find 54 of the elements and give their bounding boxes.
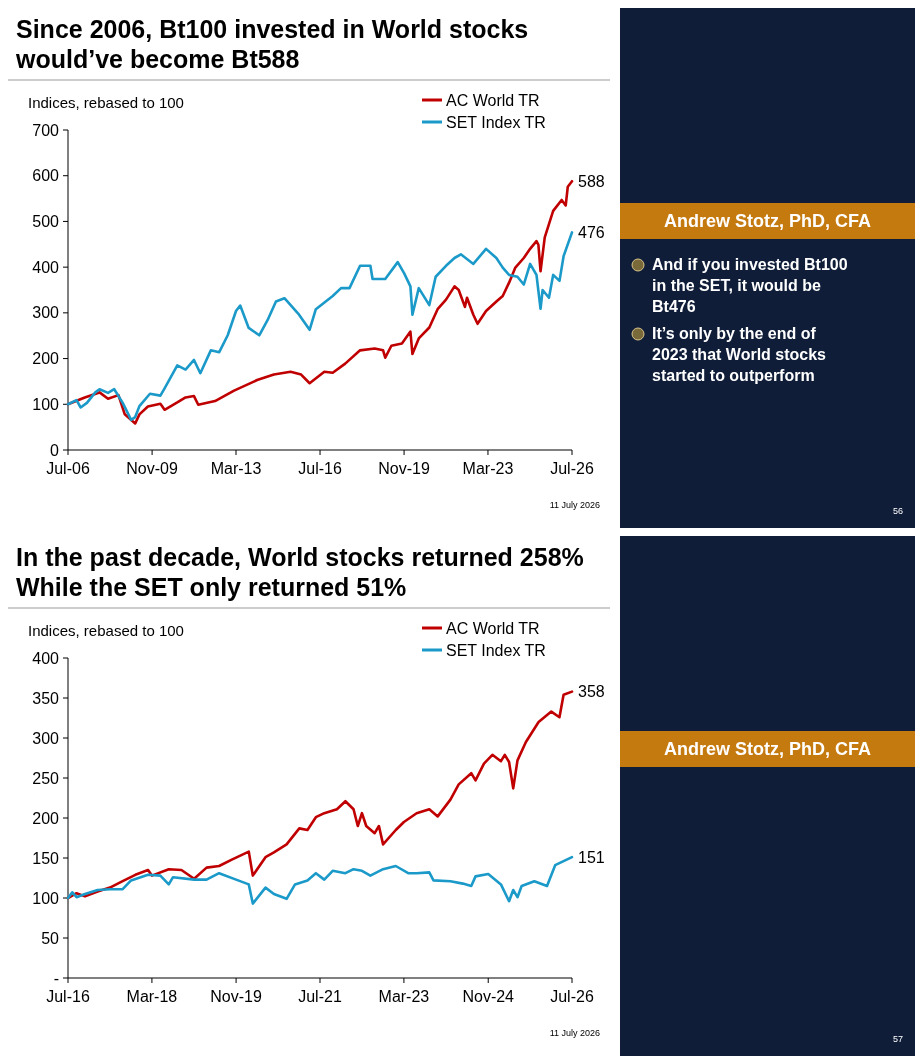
x-tick-label: Mar-18 xyxy=(126,988,178,1005)
line-series xyxy=(66,690,574,900)
y-tick-label: 200 xyxy=(32,809,60,827)
legend-label: AC World TR xyxy=(446,619,540,637)
y-tick-label: 500 xyxy=(32,213,60,231)
y-tick-label: 300 xyxy=(32,729,60,747)
text: And if you invested Bt100 in the SET, it would be Bt476 xyxy=(652,256,848,315)
y-tick-label: 200 xyxy=(32,350,60,368)
y-tick-label: 100 xyxy=(32,395,60,413)
text: Andrew Stotz, PhD, CFA xyxy=(664,211,871,232)
y-tick-label: 50 xyxy=(41,929,60,947)
y-tick-label: 350 xyxy=(32,689,60,707)
x-tick-label: Nov-19 xyxy=(378,460,430,477)
text: It’s only by the end of 2023 that World stocks started to outperform xyxy=(652,325,827,384)
y-tick-label: 600 xyxy=(32,167,60,185)
y-tick-label: 150 xyxy=(32,849,60,867)
y-tick-label: 300 xyxy=(32,304,60,322)
x-tick-label: Mar-23 xyxy=(462,460,514,477)
x-tick-label: Jul-26 xyxy=(550,988,594,1005)
text: 57 xyxy=(892,1034,903,1044)
annotation: 358 xyxy=(578,683,605,701)
y-tick-label: 0 xyxy=(50,441,60,459)
x-tick-label: Nov-19 xyxy=(210,988,262,1005)
x-tick-label: Jul-21 xyxy=(298,988,342,1005)
annotation: 151 xyxy=(578,848,605,866)
legend-label: SET Index TR xyxy=(446,113,546,131)
y-tick-label: 400 xyxy=(32,649,60,667)
text: 11 July 2026 xyxy=(549,500,600,510)
x-tick-label: Jul-26 xyxy=(550,460,594,477)
legend-label: SET Index TR xyxy=(446,641,546,659)
chart-title: In the past decade, World stocks returned 258% While the SET only returned 51% xyxy=(16,543,584,601)
y-axis-title: Indices, rebased to 100 xyxy=(28,622,184,639)
x-tick-label: Nov-09 xyxy=(126,460,178,477)
y-tick-label: 100 xyxy=(32,889,60,907)
chart-title: Since 2006, Bt100 invested in World stocks would’ve become Bt588 xyxy=(15,15,529,73)
text: 11 July 2026 xyxy=(549,1028,600,1038)
legend-label: AC World TR xyxy=(446,91,540,109)
x-tick-label: Nov-24 xyxy=(462,988,515,1005)
text: 56 xyxy=(892,506,903,516)
y-axis-title: Indices, rebased to 100 xyxy=(28,94,184,111)
x-tick-label: Mar-13 xyxy=(210,460,262,477)
y-tick-label: 700 xyxy=(32,121,60,139)
line-series xyxy=(66,231,574,422)
x-tick-label: Jul-16 xyxy=(298,460,342,477)
annotation: 476 xyxy=(578,224,605,241)
x-tick-label: Jul-06 xyxy=(46,460,90,477)
text: Andrew Stotz, PhD, CFA xyxy=(664,739,871,760)
annotation: 588 xyxy=(578,172,605,190)
y-tick-label: - xyxy=(53,969,59,987)
line-series xyxy=(66,855,574,905)
y-tick-label: 250 xyxy=(32,769,60,787)
x-tick-label: Jul-16 xyxy=(46,988,90,1005)
y-tick-label: 400 xyxy=(32,258,60,276)
x-tick-label: Mar-23 xyxy=(378,988,430,1005)
